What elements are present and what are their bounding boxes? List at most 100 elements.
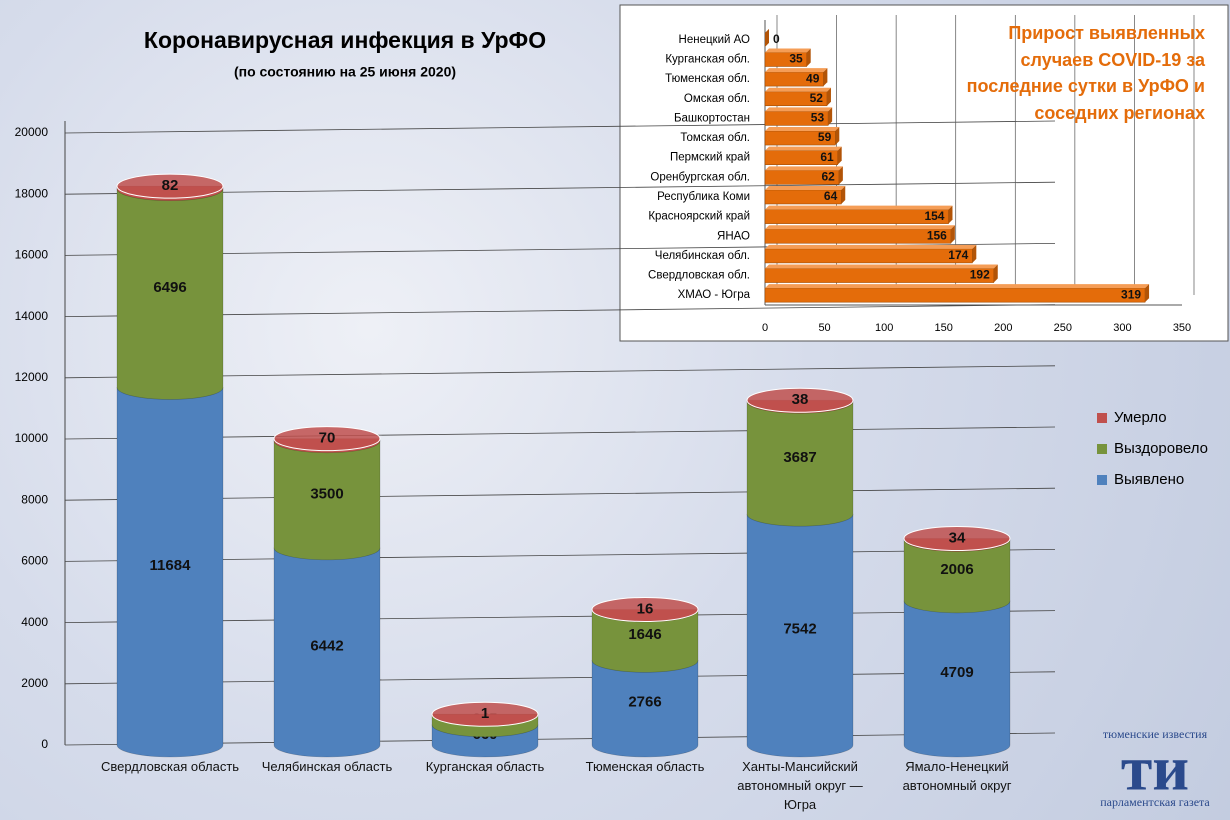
x-tick-label: 200 (994, 322, 1012, 334)
bar-side (765, 28, 769, 47)
value-label: 59 (818, 130, 832, 144)
bar-side (950, 225, 955, 244)
value-label: 34 (949, 529, 966, 546)
y-tick-label: ХМАО - Югра (678, 289, 751, 301)
value-label: 192 (970, 268, 990, 282)
legend-swatch (1097, 413, 1107, 423)
y-tick-label: 20000 (15, 125, 49, 139)
bar (764, 268, 995, 283)
value-label: 62 (822, 169, 836, 183)
bar-side (826, 87, 831, 106)
value-label: 156 (927, 228, 947, 242)
bar-segment (273, 547, 381, 758)
legend-swatch (1097, 475, 1107, 485)
bar-segment (591, 609, 699, 673)
y-tick-label: 10000 (15, 431, 49, 445)
logo-bottom: парламентская газета (1100, 795, 1210, 809)
bar-side (835, 127, 840, 146)
y-tick-label: 4000 (21, 615, 48, 629)
y-tick-label: Свердловская обл. (648, 270, 750, 282)
value-label: 16 (637, 600, 654, 617)
x-tick-label: 0 (762, 322, 768, 334)
y-tick-label: Омская обл. (684, 93, 750, 105)
bar (764, 248, 973, 264)
cylinder-cap (746, 387, 854, 413)
value-label: 52 (810, 91, 824, 105)
y-tick-label: Пермский край (670, 152, 750, 164)
y-tick-label: Красноярский край (648, 211, 750, 223)
bar-segment (746, 513, 854, 758)
grid-line (64, 120, 1056, 134)
legend-label: Выявлено (1114, 471, 1184, 488)
value-label: 1 (481, 705, 489, 722)
cylinder-cap (591, 597, 699, 623)
y-tick-label: 12000 (15, 370, 49, 384)
y-tick-label: Оренбургская обл. (650, 171, 750, 183)
bar-top (765, 146, 842, 151)
cylinder-cap (116, 173, 224, 199)
bar-top (765, 244, 977, 249)
bar-top (765, 127, 840, 132)
value-label: 61 (820, 150, 834, 164)
bar-segment (116, 387, 224, 758)
bar (764, 209, 949, 224)
x-tick-label: 50 (818, 322, 830, 334)
bar-top (765, 225, 955, 230)
bar-segment (116, 188, 224, 400)
legend-label: Выздоровело (1114, 440, 1208, 457)
bar-segment (903, 539, 1011, 614)
value-label: 3687 (783, 449, 816, 466)
y-tick-label: Челябинская обл. (655, 250, 750, 262)
value-label: 319 (1121, 287, 1141, 301)
value-label: 6442 (310, 637, 343, 654)
bar-side (993, 264, 998, 283)
x-tick-label: 250 (1054, 322, 1072, 334)
y-tick-label: 8000 (21, 492, 48, 506)
bar-top (765, 166, 843, 171)
grid-line (64, 426, 1056, 440)
x-tick-label: Челябинская область (261, 759, 393, 774)
bar-top (765, 48, 811, 53)
bar-side (828, 107, 833, 126)
bar-side (948, 205, 953, 224)
bar-side (972, 244, 977, 263)
grid-line (64, 304, 1056, 317)
bar-top (765, 205, 953, 210)
chart-subtitle: (по состоянию на 25 июня 2020) (234, 64, 456, 80)
legend-swatch (1097, 444, 1107, 454)
bar-segment (746, 401, 854, 527)
y-tick-label: Тюменская обл. (665, 73, 750, 85)
value-label: 53 (811, 111, 825, 125)
y-tick-label: 6000 (21, 554, 48, 568)
logo: тюменские известия ти парламентская газе… (1100, 727, 1210, 809)
value-label: 3500 (310, 485, 343, 502)
y-tick-label: ЯНАО (717, 230, 750, 242)
value-label: 11684 (150, 557, 192, 574)
bar-segment (903, 600, 1011, 758)
y-tick-label: 16000 (15, 248, 49, 262)
bar-side (837, 146, 842, 165)
bar (764, 287, 1146, 303)
bar-top (765, 264, 998, 269)
y-tick-label: 0 (41, 737, 48, 751)
grid-line (64, 181, 1056, 195)
value-label: 7542 (783, 621, 816, 638)
logo-top: тюменские известия (1103, 727, 1208, 741)
y-tick-label: Ненецкий АО (679, 34, 751, 46)
bar-segment (273, 440, 381, 561)
grid-line (64, 671, 1056, 685)
y-tick-label: Курганская обл. (665, 53, 750, 65)
inset-title: Прирост выявленных случаев COVID-19 за п… (966, 23, 1205, 123)
cylinder-cap (273, 426, 381, 452)
bar-top (765, 185, 846, 190)
bar-side (1145, 284, 1150, 303)
grid-line (64, 610, 1056, 623)
value-label: 4709 (940, 664, 973, 681)
value-label: 0 (773, 32, 780, 46)
grid-line (64, 732, 1056, 746)
x-tick-label: Свердловская область (100, 759, 240, 774)
value-label: 49 (806, 71, 820, 85)
bar-side (823, 68, 828, 87)
